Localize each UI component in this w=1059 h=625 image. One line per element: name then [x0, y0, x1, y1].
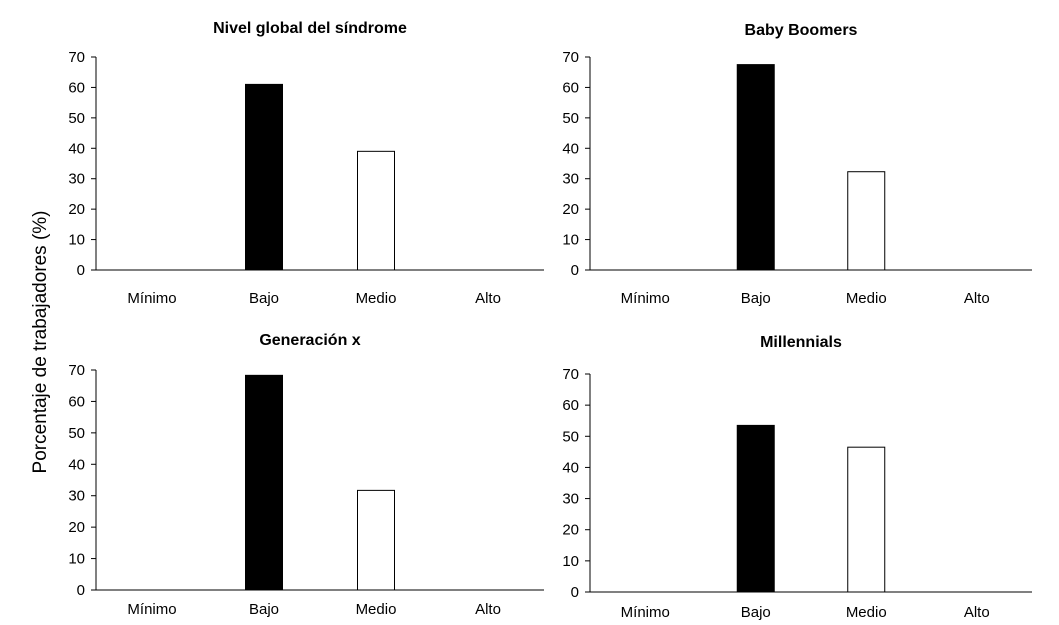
panel-4-y-tick-label: 20 — [562, 522, 579, 539]
panel-1-y-tick-label: 50 — [68, 110, 85, 127]
panel-3-bar-1 — [245, 374, 283, 591]
panel-4-y-tick-label: 0 — [571, 584, 579, 601]
panel-1-title: Nivel global del síndrome — [213, 20, 407, 37]
panel-1-x-tick-label: Mínimo — [127, 290, 176, 307]
panel-1-y-tick-label: 40 — [68, 140, 85, 157]
panel-4-y-tick-label: 40 — [562, 459, 579, 476]
panel-1-x-tick-label: Bajo — [249, 290, 279, 307]
panel-4-y-tick-label: 10 — [562, 553, 579, 570]
panel-4-bar-2 — [847, 446, 886, 593]
panel-2-title: Baby Boomers — [745, 22, 858, 39]
panel-1-y-tick-label: 70 — [68, 49, 85, 66]
panel-3-y-tick-label: 60 — [68, 393, 85, 410]
panel-3-x-tick-label: Bajo — [249, 601, 279, 618]
panel-4-x-tick-label: Medio — [846, 604, 887, 621]
panel-1-y-tick-label: 0 — [77, 262, 85, 279]
panel-2-y-tick-label: 60 — [562, 79, 579, 96]
panel-2-x-tick-label: Medio — [846, 290, 887, 307]
panel-4-x-tick-label: Bajo — [741, 604, 771, 621]
panel-1-x-tick-label: Alto — [475, 290, 501, 307]
panel-2-x-tick-label: Bajo — [741, 290, 771, 307]
panel-1-y-tick-label: 30 — [68, 171, 85, 188]
panel-2-y-tick-label: 10 — [562, 232, 579, 249]
panel-3-bar-2 — [357, 489, 395, 591]
panel-3-x-tick-label: Medio — [356, 601, 397, 618]
panel-4-x-tick-label: Alto — [964, 604, 990, 621]
panel-2-bar-2 — [847, 171, 886, 271]
panel-2-y-tick-label: 50 — [562, 110, 579, 127]
panel-3-x-tick-label: Mínimo — [127, 601, 176, 618]
panel-2-bar-1 — [736, 64, 775, 271]
panel-2-y-tick-label: 40 — [562, 140, 579, 157]
shared-y-axis-label: Porcentaje de trabajadores (%) — [30, 211, 51, 474]
panel-1-y-tick-label: 60 — [68, 79, 85, 96]
panel-3-y-tick-label: 30 — [68, 488, 85, 505]
panel-1-bar-2 — [357, 150, 395, 271]
panel-3-y-tick-label: 50 — [68, 425, 85, 442]
panel-4-y-tick-label: 70 — [562, 366, 579, 383]
panel-3-x-tick-label: Alto — [475, 601, 501, 618]
panel-3-title: Generación x — [259, 332, 360, 349]
panel-1-bar-1 — [245, 83, 283, 271]
panel-2-y-tick-label: 30 — [562, 171, 579, 188]
panel-4-x-tick-label: Mínimo — [621, 604, 670, 621]
panel-1-y-tick-label: 20 — [68, 201, 85, 218]
panel-3-y-tick-label: 10 — [68, 551, 85, 568]
panel-2-x-tick-label: Alto — [964, 290, 990, 307]
panel-3-y-tick-label: 20 — [68, 519, 85, 536]
panel-4-y-tick-label: 30 — [562, 491, 579, 508]
panel-2-x-tick-label: Mínimo — [621, 290, 670, 307]
panel-2-y-tick-label: 20 — [562, 201, 579, 218]
panel-1-y-tick-label: 10 — [68, 232, 85, 249]
panel-4-title: Millennials — [760, 334, 842, 351]
panel-3-y-tick-label: 0 — [77, 582, 85, 599]
panel-4-y-tick-label: 50 — [562, 428, 579, 445]
panel-4-bar-1 — [736, 424, 775, 593]
panel-4-y-tick-label: 60 — [562, 397, 579, 414]
panel-3-y-tick-label: 40 — [68, 456, 85, 473]
panel-2-y-tick-label: 70 — [562, 49, 579, 66]
panel-2-y-tick-label: 0 — [571, 262, 579, 279]
panel-3-y-tick-label: 70 — [68, 362, 85, 379]
panel-1-x-tick-label: Medio — [356, 290, 397, 307]
